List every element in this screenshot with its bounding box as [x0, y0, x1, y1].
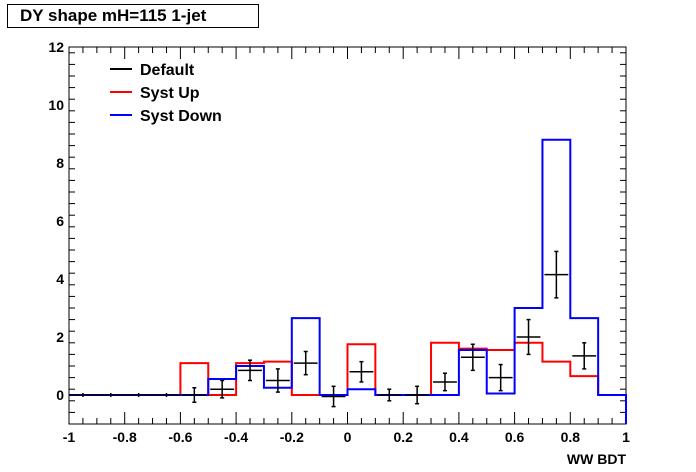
x-tick-label: 0	[344, 429, 352, 445]
x-tick-label: 0.4	[449, 429, 469, 445]
x-tick-label: 0.6	[505, 429, 525, 445]
y-tick-label: 2	[56, 329, 64, 345]
y-tick-label: 0	[56, 387, 64, 403]
x-tick-label: -0.4	[224, 429, 248, 445]
chart-title: DY shape mH=115 1-jet	[7, 4, 259, 28]
y-tick-label: 6	[56, 213, 64, 229]
y-tick-label: 8	[56, 155, 64, 171]
x-axis-title: WW BDT	[567, 451, 627, 467]
series-syst-up-line	[69, 341, 627, 424]
x-tick-label: -0.6	[168, 429, 192, 445]
y-tick-label: 12	[48, 39, 64, 55]
y-tick-label: 10	[48, 97, 64, 113]
x-tick-label: 0.8	[561, 429, 581, 445]
x-tick-label: -0.2	[280, 429, 304, 445]
x-tick-label: -1	[63, 429, 76, 445]
legend-syst-up-label: Syst Up	[140, 85, 200, 102]
legend-syst-down-label: Syst Down	[140, 108, 222, 125]
x-tick-label: -0.8	[113, 429, 137, 445]
series-syst-down-line	[69, 138, 627, 424]
y-tick-label: 4	[56, 271, 64, 287]
x-tick-label: 0.2	[393, 429, 413, 445]
legend-default-label: Default	[140, 62, 195, 79]
x-tick-label: 1	[622, 429, 630, 445]
